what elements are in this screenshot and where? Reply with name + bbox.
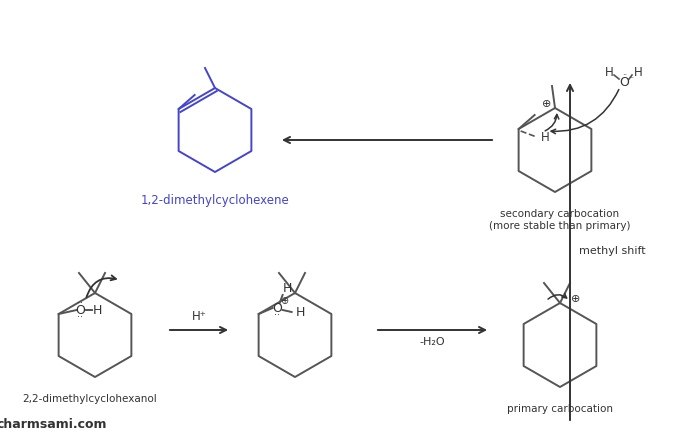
Text: O: O bbox=[76, 304, 85, 316]
Text: O: O bbox=[619, 76, 629, 88]
Text: ··: ·· bbox=[76, 298, 83, 308]
Text: ··: ·· bbox=[629, 74, 635, 84]
Text: O: O bbox=[273, 301, 283, 315]
Text: -H₂O: -H₂O bbox=[420, 337, 445, 347]
Text: primary carbocation: primary carbocation bbox=[507, 404, 613, 414]
Text: H: H bbox=[605, 66, 613, 78]
Text: ··: ·· bbox=[76, 312, 83, 322]
Text: ⊕: ⊕ bbox=[281, 296, 288, 306]
Text: H: H bbox=[296, 305, 305, 319]
Text: 2,2-dimethylcyclohexanol: 2,2-dimethylcyclohexanol bbox=[22, 394, 158, 404]
Text: methyl shift: methyl shift bbox=[579, 246, 645, 257]
Text: H: H bbox=[541, 131, 550, 143]
Text: ··: ·· bbox=[622, 72, 628, 81]
Text: secondary carbocation
(more stable than primary): secondary carbocation (more stable than … bbox=[489, 209, 631, 231]
Text: H: H bbox=[93, 304, 102, 316]
Text: 1,2-dimethylcyclohexene: 1,2-dimethylcyclohexene bbox=[141, 194, 289, 206]
Text: H: H bbox=[283, 282, 293, 296]
Text: charmsami.com: charmsami.com bbox=[0, 418, 107, 432]
Text: ⊕: ⊕ bbox=[571, 294, 581, 304]
Text: H: H bbox=[634, 66, 643, 78]
Text: ⊕: ⊕ bbox=[542, 99, 552, 109]
Text: H⁺: H⁺ bbox=[192, 309, 206, 323]
Text: ··: ·· bbox=[274, 310, 279, 320]
